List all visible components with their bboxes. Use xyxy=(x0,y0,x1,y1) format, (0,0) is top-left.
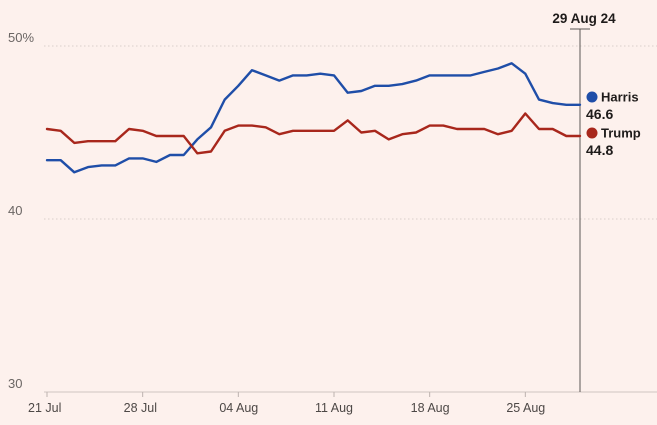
y-tick-label: 50% xyxy=(8,30,34,45)
legend-dot-harris xyxy=(586,91,598,103)
x-tick-label: 04 Aug xyxy=(219,401,258,415)
x-axis-ticks: 21 Jul 28 Jul 04 Aug 11 Aug 18 Aug 25 Aug xyxy=(28,392,545,415)
series-line-harris xyxy=(45,62,582,174)
y-tick-label: 30 xyxy=(8,376,22,391)
legend-value-harris: 46.6 xyxy=(586,106,613,122)
series-lines xyxy=(45,62,582,174)
series-line-trump xyxy=(45,112,582,155)
grid xyxy=(44,45,657,393)
legend-dot-trump xyxy=(586,127,598,139)
legend-name-trump: Trump xyxy=(601,126,641,141)
legend-name-harris: Harris xyxy=(601,90,639,105)
x-tick-label: 28 Jul xyxy=(124,401,157,415)
y-axis-ticks: 50% 40 30 xyxy=(8,30,34,391)
x-tick-label: 21 Jul xyxy=(28,401,61,415)
legend-value-trump: 44.8 xyxy=(586,142,613,158)
y-tick-label: 40 xyxy=(8,203,22,218)
x-tick-label: 25 Aug xyxy=(506,401,545,415)
latest-date-label: 29 Aug 24 xyxy=(552,11,616,26)
x-tick-label: 11 Aug xyxy=(315,401,353,415)
x-tick-label: 18 Aug xyxy=(411,401,450,415)
date-annotation: 29 Aug 24 xyxy=(552,11,616,392)
